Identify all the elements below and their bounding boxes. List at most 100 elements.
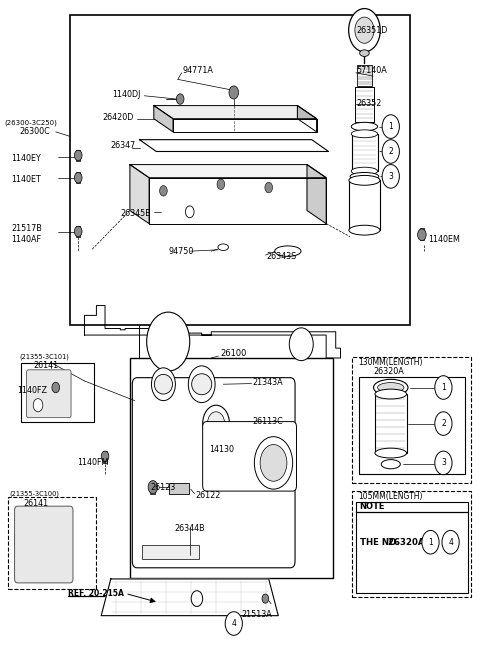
- Circle shape: [101, 451, 109, 462]
- Circle shape: [265, 182, 273, 193]
- Circle shape: [74, 226, 82, 237]
- Text: 1: 1: [388, 122, 393, 131]
- Circle shape: [418, 229, 426, 240]
- Bar: [352, 357, 471, 483]
- Text: (21355-3C101): (21355-3C101): [20, 353, 70, 360]
- Bar: [151, 481, 156, 493]
- Text: 26352: 26352: [356, 99, 382, 108]
- Text: 21343A: 21343A: [252, 378, 283, 388]
- Bar: [103, 451, 107, 463]
- Text: 26345B: 26345B: [120, 209, 151, 217]
- Circle shape: [260, 445, 287, 482]
- Ellipse shape: [351, 168, 378, 175]
- Circle shape: [52, 382, 60, 393]
- Polygon shape: [130, 165, 326, 177]
- Circle shape: [355, 17, 374, 43]
- FancyBboxPatch shape: [26, 370, 71, 418]
- Circle shape: [442, 530, 459, 554]
- Ellipse shape: [351, 122, 378, 131]
- Polygon shape: [173, 119, 317, 132]
- Bar: [76, 226, 80, 237]
- Text: 1140AF: 1140AF: [11, 235, 41, 244]
- Circle shape: [33, 399, 43, 412]
- Text: 1140FZ: 1140FZ: [17, 386, 48, 395]
- FancyBboxPatch shape: [14, 506, 73, 583]
- Circle shape: [382, 115, 399, 139]
- Ellipse shape: [381, 460, 400, 469]
- Text: 1140DJ: 1140DJ: [112, 90, 141, 99]
- Text: 26113C: 26113C: [252, 417, 283, 426]
- Text: REF. 20-215A: REF. 20-215A: [68, 589, 123, 598]
- Polygon shape: [154, 106, 173, 132]
- Circle shape: [262, 594, 269, 603]
- Text: THE NO.: THE NO.: [360, 537, 399, 547]
- Bar: [359, 377, 465, 474]
- Text: 21513A: 21513A: [241, 610, 272, 619]
- Circle shape: [435, 412, 452, 436]
- Bar: [357, 65, 372, 86]
- Circle shape: [74, 150, 82, 161]
- Bar: [76, 173, 80, 183]
- Ellipse shape: [375, 389, 407, 399]
- Text: 1140EY: 1140EY: [11, 154, 41, 163]
- Circle shape: [191, 591, 203, 606]
- Circle shape: [289, 328, 313, 361]
- Text: 26141: 26141: [24, 499, 49, 508]
- Ellipse shape: [349, 175, 380, 185]
- Bar: [356, 501, 468, 593]
- Text: 26351D: 26351D: [356, 26, 388, 35]
- Ellipse shape: [373, 379, 408, 396]
- Bar: [361, 16, 367, 24]
- Text: 4: 4: [448, 537, 453, 547]
- Polygon shape: [101, 579, 278, 616]
- Circle shape: [207, 412, 225, 436]
- Bar: [352, 491, 471, 597]
- Text: 2: 2: [441, 419, 446, 428]
- Text: 1140ET: 1140ET: [11, 175, 41, 183]
- Circle shape: [435, 376, 452, 399]
- Polygon shape: [154, 106, 317, 119]
- Circle shape: [382, 165, 399, 188]
- Text: 4: 4: [231, 619, 236, 628]
- Polygon shape: [307, 165, 326, 223]
- Circle shape: [225, 612, 242, 635]
- Text: 26420D: 26420D: [103, 113, 134, 122]
- Text: 26320A :: 26320A :: [388, 537, 432, 547]
- Bar: [21, 363, 94, 422]
- Circle shape: [74, 173, 82, 183]
- Text: 1: 1: [428, 537, 433, 547]
- Ellipse shape: [218, 244, 228, 250]
- Circle shape: [159, 185, 167, 196]
- Circle shape: [229, 86, 239, 99]
- Text: 130MM(LENGTH): 130MM(LENGTH): [359, 358, 423, 367]
- Bar: [355, 87, 374, 122]
- Text: 26347: 26347: [111, 141, 136, 150]
- Circle shape: [147, 312, 190, 371]
- Ellipse shape: [360, 50, 369, 57]
- Text: 57140A: 57140A: [356, 66, 387, 76]
- Bar: [375, 394, 407, 453]
- FancyBboxPatch shape: [132, 378, 295, 568]
- Ellipse shape: [351, 130, 378, 138]
- Text: 14130: 14130: [209, 445, 234, 454]
- Text: 3: 3: [388, 172, 393, 181]
- Text: 2: 2: [388, 147, 393, 156]
- Bar: [130, 358, 333, 578]
- Bar: [70, 15, 410, 325]
- Text: (21355-3C100): (21355-3C100): [9, 491, 60, 497]
- Ellipse shape: [275, 246, 301, 256]
- Text: 26141: 26141: [33, 361, 59, 371]
- Circle shape: [217, 179, 225, 189]
- Text: 21517B: 21517B: [11, 224, 42, 233]
- Text: 26300C: 26300C: [20, 127, 50, 136]
- Text: 26100: 26100: [220, 349, 246, 358]
- Ellipse shape: [378, 382, 404, 392]
- Text: 26123: 26123: [150, 483, 175, 491]
- Circle shape: [435, 451, 452, 475]
- Ellipse shape: [350, 173, 379, 180]
- Bar: [351, 134, 378, 171]
- Circle shape: [152, 368, 175, 401]
- Text: 1140EM: 1140EM: [428, 235, 460, 244]
- Text: 26320A: 26320A: [373, 367, 404, 376]
- Bar: [142, 545, 199, 559]
